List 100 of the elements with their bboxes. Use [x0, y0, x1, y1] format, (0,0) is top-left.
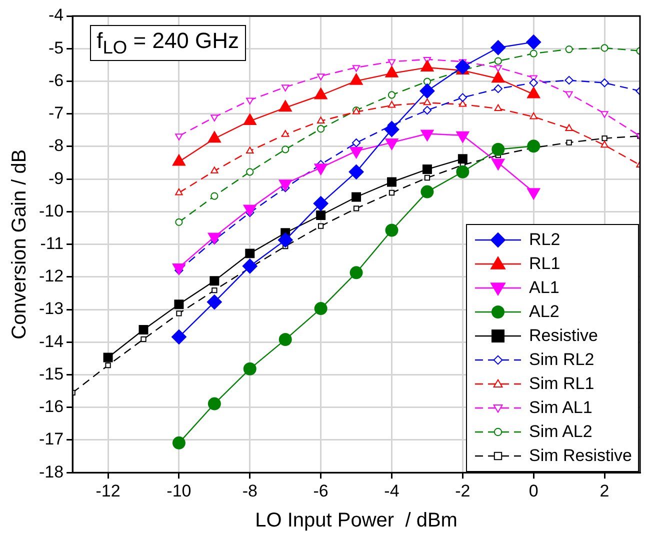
y-tick-label: -17 [38, 430, 64, 449]
point [210, 166, 218, 174]
x-axis-title: LO Input Power / dBm [255, 510, 458, 532]
point [565, 45, 573, 54]
point [353, 206, 360, 212]
point [175, 134, 183, 140]
point [387, 177, 396, 187]
point [316, 74, 325, 80]
x-tick-label: -12 [96, 481, 120, 500]
y-tick-label: -10 [38, 201, 64, 220]
y-tick-label: -14 [38, 332, 64, 351]
point [246, 168, 254, 176]
point [456, 165, 470, 178]
point [602, 135, 608, 142]
point [210, 276, 220, 286]
point [565, 124, 573, 131]
point [206, 294, 222, 310]
point [210, 114, 218, 122]
point [140, 336, 146, 342]
point [384, 122, 400, 137]
legend-label: RL2 [529, 230, 560, 250]
y-tick-label: -9 [48, 168, 64, 188]
legend-label: Sim Resistive [529, 446, 632, 466]
legend-label: RL1 [529, 254, 560, 274]
point [423, 78, 432, 86]
annotation: f$_{LO}$ = 240 GHz [90, 25, 246, 62]
legend-label: Sim RL1 [529, 374, 594, 394]
x-tick-label: 2 [600, 481, 610, 500]
point [566, 140, 572, 146]
point [490, 40, 506, 56]
point [494, 104, 502, 112]
y-tick-label: -12 [38, 266, 64, 286]
y-tick-label: -11 [40, 234, 64, 253]
point [314, 302, 328, 316]
x-tick-label: -8 [242, 481, 258, 500]
point [423, 98, 432, 106]
point [458, 93, 468, 102]
point [388, 91, 396, 99]
legend-label: Sim RL2 [529, 350, 594, 370]
point [171, 329, 186, 344]
point [317, 125, 325, 133]
point [212, 287, 218, 294]
point [246, 146, 254, 154]
point [385, 224, 398, 237]
y-tick-label: -18 [38, 462, 64, 482]
y-tick-label: -7 [48, 104, 64, 123]
point [242, 258, 258, 274]
x-tick-label: -10 [166, 481, 192, 500]
point [172, 436, 186, 450]
point [210, 192, 218, 200]
point [246, 98, 254, 104]
point [388, 190, 395, 196]
point [455, 59, 470, 74]
point [243, 362, 256, 376]
point [175, 188, 183, 196]
point [175, 218, 183, 226]
x-tick-label: 0 [528, 481, 538, 500]
point [458, 100, 467, 107]
legend-label: Sim AL2 [529, 422, 592, 442]
y-tick-label: -5 [48, 38, 64, 58]
point [388, 101, 396, 108]
point [350, 266, 363, 280]
point [422, 164, 432, 174]
point [420, 84, 435, 99]
point [600, 111, 608, 118]
point [316, 210, 326, 220]
point [530, 112, 538, 120]
point [278, 232, 293, 248]
point [316, 116, 325, 124]
point [245, 248, 255, 258]
point [492, 142, 505, 156]
point [420, 185, 434, 198]
point [458, 154, 468, 164]
x-tick-label: -2 [455, 481, 470, 500]
point [388, 59, 396, 66]
point [600, 44, 608, 52]
point [352, 65, 360, 72]
point [318, 223, 324, 229]
point [282, 130, 290, 137]
point [422, 106, 432, 115]
point [103, 352, 113, 362]
y-tick-label: -8 [48, 136, 64, 156]
point [313, 196, 328, 212]
y-tick-label: -15 [38, 364, 64, 384]
point [424, 174, 430, 181]
legend-label: Sim AL1 [529, 398, 592, 418]
point [352, 138, 361, 148]
point [352, 192, 362, 202]
point [600, 78, 609, 88]
x-tick-label: -6 [313, 481, 328, 500]
point [282, 146, 290, 154]
point [527, 140, 540, 153]
point [600, 140, 608, 148]
point [176, 310, 182, 316]
point [208, 397, 221, 410]
point [494, 65, 502, 72]
point [494, 84, 502, 94]
legend-label: AL1 [529, 278, 560, 298]
x-tick-label: -4 [384, 481, 400, 500]
point [565, 91, 573, 98]
